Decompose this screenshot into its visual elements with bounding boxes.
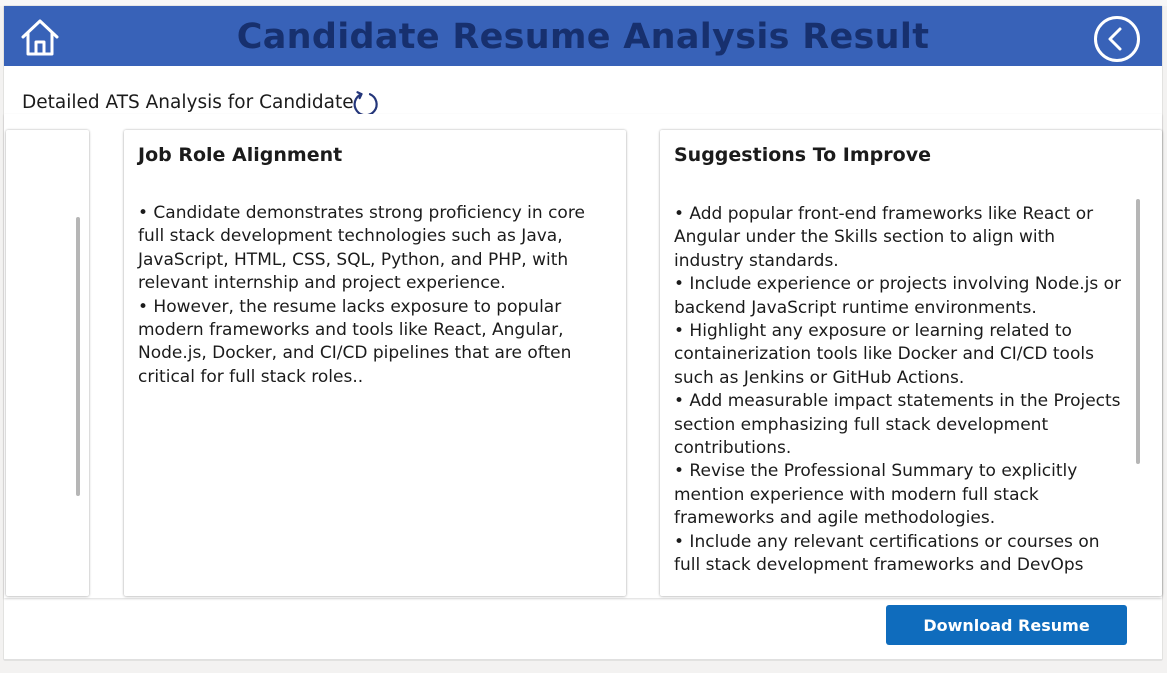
back-arrow-circle-icon — [1094, 16, 1140, 62]
top-strip — [0, 0, 1167, 6]
card-body: • Add popular front-end frameworks like … — [674, 204, 1121, 575]
card-title: Job Role Alignment — [138, 144, 343, 166]
header-bar: Candidate Resume Analysis Result — [4, 6, 1162, 66]
card-title: Suggestions To Improve — [674, 144, 931, 166]
home-button[interactable] — [18, 15, 62, 59]
home-icon — [21, 19, 59, 56]
analysis-subtitle: Detailed ATS Analysis for Candidate — [22, 92, 354, 113]
download-resume-button[interactable]: Download Resume — [886, 605, 1127, 645]
card-scrollbar-right[interactable] — [1136, 199, 1140, 464]
analysis-card-partial — [6, 130, 89, 596]
card-body: • Candidate demonstrates strong proficie… — [138, 203, 585, 387]
job-role-alignment-card: Job Role Alignment • Candidate demonstra… — [124, 130, 626, 596]
page-title: Candidate Resume Analysis Result — [236, 17, 930, 57]
card-scrollbar-left[interactable] — [76, 217, 80, 496]
suggestions-card: Suggestions To Improve • Add popular fro… — [660, 130, 1162, 596]
back-button[interactable] — [1093, 15, 1141, 63]
bottom-divider — [4, 659, 1162, 660]
